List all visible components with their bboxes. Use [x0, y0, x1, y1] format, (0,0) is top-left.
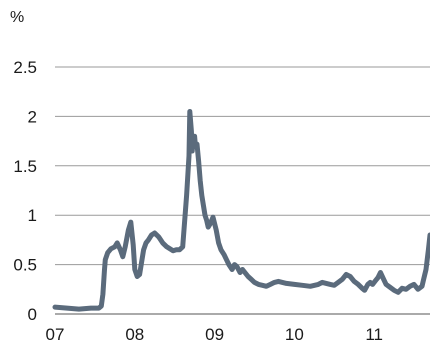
series-line	[52, 109, 430, 312]
series-group	[52, 109, 430, 312]
y-tick-label: 2.5	[13, 58, 37, 77]
y-tick-label: 1.5	[13, 157, 37, 176]
y-axis-tick-labels: 0 0.5 1 1.5 2 2.5	[13, 58, 37, 324]
y-tick-label: 0	[28, 305, 37, 324]
x-tick-label: 08	[125, 325, 144, 344]
x-tick-label: 11	[365, 325, 383, 344]
x-tick-label: 07	[46, 325, 65, 344]
y-tick-label: 1	[28, 206, 37, 225]
x-axis-tick-labels: 07 08 09 10 11	[46, 325, 383, 344]
x-tick-label: 09	[205, 325, 224, 344]
y-tick-label: 0.5	[13, 256, 37, 275]
gridlines	[55, 66, 430, 315]
y-tick-label: 2	[28, 107, 37, 126]
y-axis-unit-label: %	[10, 9, 24, 26]
x-tick-label: 10	[285, 325, 304, 344]
